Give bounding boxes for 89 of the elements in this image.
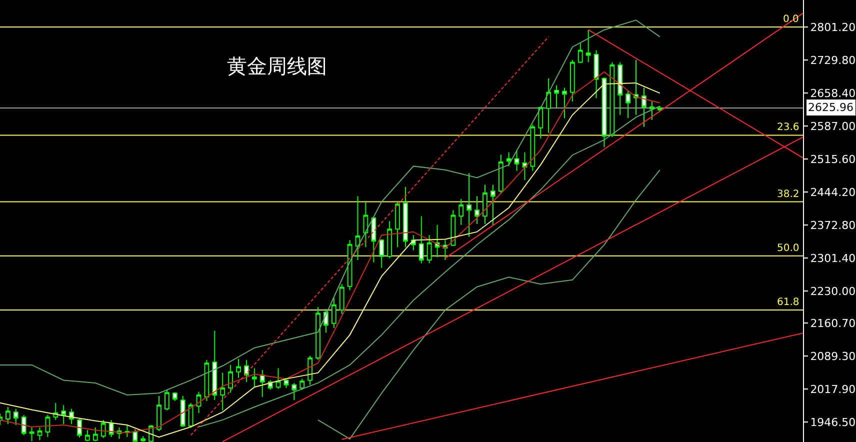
candlestick xyxy=(618,62,623,116)
y-tick-label: 2587.00 xyxy=(810,120,856,133)
candlestick xyxy=(228,364,234,394)
candlestick xyxy=(347,240,352,291)
candlestick xyxy=(156,395,162,432)
candlestick xyxy=(276,368,281,390)
candlestick xyxy=(642,87,646,128)
candlestick xyxy=(236,358,241,378)
candlestick xyxy=(490,184,496,226)
annotation: 50.0 xyxy=(777,243,800,254)
candlestick xyxy=(260,370,265,398)
y-tick-label: 2301.40 xyxy=(810,252,856,265)
annotation: 23.6 xyxy=(777,122,800,133)
candlestick xyxy=(188,402,194,428)
candlestick xyxy=(458,198,464,226)
candlestick xyxy=(164,389,170,411)
annotation: 38.2 xyxy=(777,189,800,200)
candlestick xyxy=(562,87,567,119)
candlestick xyxy=(308,355,313,386)
candlestick xyxy=(363,202,368,248)
line-series xyxy=(318,169,660,440)
candlestick xyxy=(498,154,504,194)
candlestick xyxy=(355,196,360,261)
candlestick xyxy=(586,29,591,63)
candlestick xyxy=(634,59,638,116)
candlestick xyxy=(602,76,607,148)
candlestick xyxy=(649,101,654,120)
candlestick xyxy=(626,90,631,119)
candlestick xyxy=(514,150,520,172)
candlestick xyxy=(180,395,186,428)
y-tick-label: 2017.90 xyxy=(810,382,856,396)
candlestick xyxy=(554,84,559,108)
candlestick xyxy=(45,414,50,438)
candlestick xyxy=(252,368,257,388)
candlestick xyxy=(570,59,575,102)
candlestick xyxy=(132,428,138,442)
candlestick xyxy=(220,372,226,411)
y-tick-label: 2089.30 xyxy=(810,350,856,363)
candlestick xyxy=(403,186,408,248)
candlestick xyxy=(594,50,599,99)
annotation: 61.8 xyxy=(777,297,800,308)
candlestick xyxy=(506,152,512,167)
candlestick xyxy=(172,392,178,402)
candlestick xyxy=(482,184,488,224)
candlestick xyxy=(100,419,106,438)
candlestick xyxy=(610,62,615,138)
candlestick xyxy=(546,78,552,134)
candlestick xyxy=(331,297,336,328)
candlestick xyxy=(21,414,26,436)
candlestick xyxy=(538,106,544,139)
candlestick xyxy=(6,406,10,425)
candlestick xyxy=(434,224,440,258)
line-series xyxy=(198,106,660,428)
candlestick xyxy=(284,377,289,389)
ref-line-label: 2625.96 xyxy=(808,101,854,114)
y-tick-label: 2658.40 xyxy=(810,86,856,100)
candlestick xyxy=(244,359,249,383)
candlestick xyxy=(387,220,392,259)
candlestick xyxy=(379,238,384,268)
candlestick xyxy=(530,124,536,172)
candlestick xyxy=(13,408,18,426)
candlestick xyxy=(124,424,130,438)
text: 黄金周线图 xyxy=(227,54,327,78)
candlestick xyxy=(316,306,320,360)
candlestick xyxy=(395,202,400,248)
y-tick-label: 2729.80 xyxy=(810,54,856,67)
candlestick xyxy=(371,216,376,263)
y-tick-label: 2160.70 xyxy=(810,316,856,330)
candlestick xyxy=(339,284,344,315)
candlestick xyxy=(300,378,305,390)
candlestick xyxy=(29,426,34,442)
candlestick xyxy=(292,382,297,401)
candlestick xyxy=(474,196,480,224)
candlestick xyxy=(212,330,218,401)
y-tick-label: 1946.50 xyxy=(810,416,856,429)
candlestick xyxy=(578,42,583,64)
candlestick xyxy=(418,216,424,264)
y-tick-label: 2444.20 xyxy=(810,186,856,199)
y-tick-label: 2801.20 xyxy=(810,20,856,34)
candlestick xyxy=(61,404,66,425)
y-tick-label: 2515.60 xyxy=(810,152,856,166)
candlestick xyxy=(426,234,432,264)
y-tick-label: 2230.00 xyxy=(810,284,856,298)
line-series xyxy=(0,20,660,396)
candlestick xyxy=(466,172,472,238)
y-tick-label: 2372.80 xyxy=(810,218,856,232)
candlestick xyxy=(450,210,456,247)
candlestick xyxy=(77,418,82,438)
candlestick xyxy=(522,152,528,181)
